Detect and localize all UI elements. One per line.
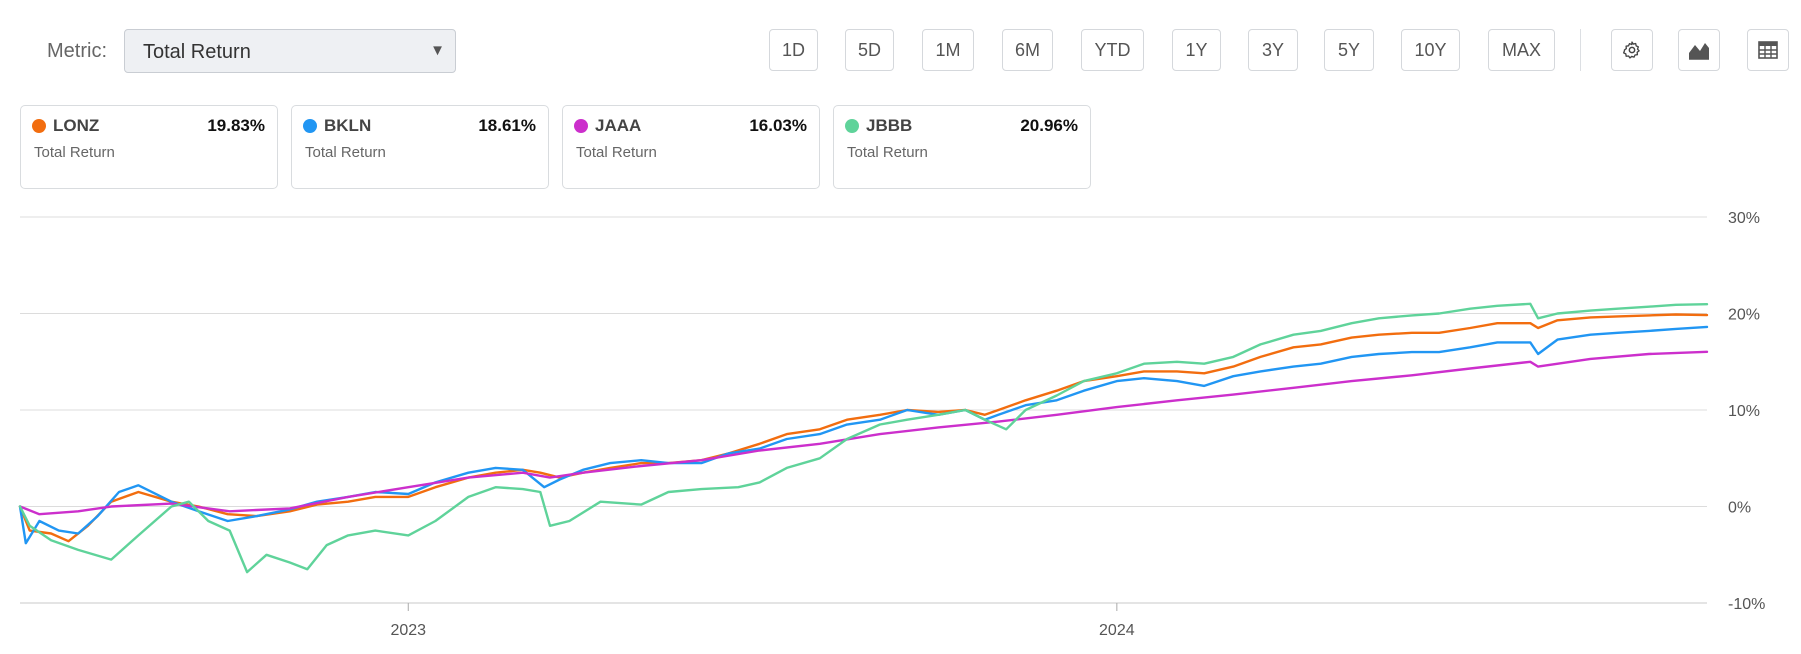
- legend-subtitle: Total Return: [576, 144, 657, 161]
- area-chart-icon: [1689, 43, 1709, 60]
- range-button-ytd[interactable]: YTD: [1081, 29, 1144, 71]
- legend-card-jbbb[interactable]: JBBB 20.96% Total Return: [833, 105, 1091, 189]
- toolbar-divider: [1580, 29, 1581, 71]
- range-button-10y[interactable]: 10Y: [1401, 29, 1460, 71]
- range-button-6m[interactable]: 6M: [1002, 29, 1053, 71]
- range-button-max[interactable]: MAX: [1488, 29, 1555, 71]
- legend-card-lonz[interactable]: LONZ 19.83% Total Return: [20, 105, 278, 189]
- metric-label: Metric:: [47, 40, 107, 62]
- y-tick-label: 0%: [1728, 500, 1751, 517]
- y-tick-label: 20%: [1728, 307, 1760, 324]
- total-return-line-chart[interactable]: 2023 2024 30% 20% 10% 0% -10%: [0, 195, 1801, 654]
- legend-ticker: BKLN: [324, 116, 372, 135]
- chart-type-button[interactable]: [1678, 29, 1720, 71]
- legend-card-bkln[interactable]: BKLN 18.61% Total Return: [291, 105, 549, 189]
- series-color-dot: [845, 119, 859, 133]
- range-button-1d[interactable]: 1D: [769, 29, 818, 71]
- series-line-jaaa[interactable]: [18, 350, 1709, 516]
- chevron-down-icon: ▼: [430, 42, 445, 59]
- table-icon: [1758, 41, 1778, 59]
- legend-subtitle: Total Return: [305, 144, 386, 161]
- y-tick-label: 10%: [1728, 403, 1760, 420]
- range-button-5d[interactable]: 5D: [845, 29, 894, 71]
- metric-select[interactable]: Total Return ▼: [124, 29, 456, 73]
- series-line-bkln[interactable]: [18, 325, 1709, 545]
- range-button-1y[interactable]: 1Y: [1172, 29, 1221, 71]
- legend-ticker: JBBB: [866, 116, 913, 135]
- series-line-lonz[interactable]: [18, 313, 1709, 543]
- settings-button[interactable]: [1611, 29, 1653, 71]
- table-view-button[interactable]: [1747, 29, 1789, 71]
- legend-value: 18.61%: [478, 116, 536, 135]
- series-color-dot: [574, 119, 588, 133]
- range-button-3y[interactable]: 3Y: [1248, 29, 1298, 71]
- gear-icon: [1623, 41, 1640, 59]
- range-button-1m[interactable]: 1M: [922, 29, 974, 71]
- y-tick-label: 30%: [1728, 210, 1760, 227]
- legend-ticker: LONZ: [53, 116, 100, 135]
- legend-value: 19.83%: [207, 116, 265, 135]
- series-color-dot: [32, 119, 46, 133]
- legend-subtitle: Total Return: [847, 144, 928, 161]
- legend-value: 16.03%: [749, 116, 807, 135]
- y-tick-label: -10%: [1728, 596, 1765, 613]
- series-color-dot: [303, 119, 317, 133]
- legend-ticker: JAAA: [595, 116, 642, 135]
- series-line-jbbb[interactable]: [18, 302, 1709, 574]
- x-tick-label: 2023: [390, 622, 426, 639]
- legend-subtitle: Total Return: [34, 144, 115, 161]
- range-button-5y[interactable]: 5Y: [1324, 29, 1374, 71]
- metric-select-value: Total Return: [143, 41, 251, 63]
- x-tick-label: 2024: [1099, 622, 1135, 639]
- legend-value: 20.96%: [1020, 116, 1078, 135]
- legend-card-jaaa[interactable]: JAAA 16.03% Total Return: [562, 105, 820, 189]
